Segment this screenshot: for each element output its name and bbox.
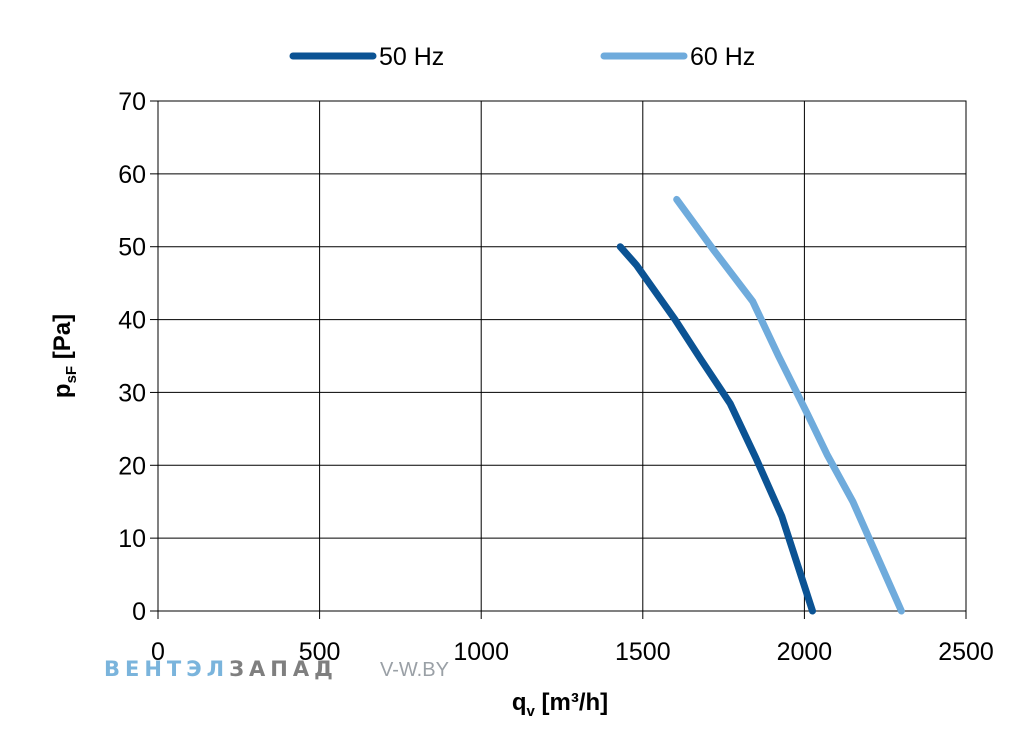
x-tick-label: 1000 — [453, 638, 509, 666]
chart-grid — [150, 100, 967, 619]
watermark-brand-part1: ВЕНТЭЛ — [104, 657, 229, 681]
y-tick-label: 70 — [118, 88, 146, 116]
legend: 50 Hz 60 Hz — [289, 43, 755, 71]
series-line-0 — [616, 243, 816, 615]
x-tick-label: 2000 — [777, 638, 833, 666]
series-line-1 — [673, 195, 905, 615]
y-tick-label: 60 — [118, 161, 146, 189]
plot-frame — [157, 100, 967, 612]
legend-label-0: 50 Hz — [379, 43, 444, 71]
y-axis-title-sub: sF — [63, 366, 80, 384]
x-tick-label: 1500 — [615, 638, 671, 666]
x-tick-label: 500 — [299, 638, 341, 666]
x-tick-label: 2500 — [938, 638, 994, 666]
x-axis-title-main: q — [512, 689, 527, 716]
y-tick-label: 40 — [118, 307, 146, 335]
x-tick-label: 0 — [151, 638, 165, 666]
x-axis-title-unit: [m³/h] — [535, 689, 608, 716]
y-axis-title-main: p — [49, 383, 76, 398]
x-tick-labels: 0 500 1000 1500 2000 2500 — [151, 638, 994, 666]
watermark-brand: ВЕНТЭЛЗАПАД — [104, 657, 338, 681]
legend-label-1: 60 Hz — [690, 43, 755, 71]
y-tick-label: 0 — [132, 598, 146, 626]
watermark-brand-part2: ЗАПАД — [229, 657, 338, 681]
y-tick-label: 50 — [118, 234, 146, 262]
y-axis-title-unit: [Pa] — [49, 314, 76, 366]
y-tick-label: 30 — [118, 379, 146, 407]
y-tick-label: 10 — [118, 525, 146, 553]
watermark-url: V-W.BY — [380, 659, 449, 681]
y-axis-title: psF [Pa] — [49, 314, 80, 398]
plot-border — [157, 100, 967, 612]
y-tick-label: 20 — [118, 452, 146, 480]
series-layer — [616, 195, 905, 615]
x-axis-title-sub: v — [527, 703, 536, 720]
x-axis-title: qv [m³/h] — [512, 689, 608, 720]
y-tick-labels: 0 10 20 30 40 50 60 70 — [118, 88, 146, 626]
